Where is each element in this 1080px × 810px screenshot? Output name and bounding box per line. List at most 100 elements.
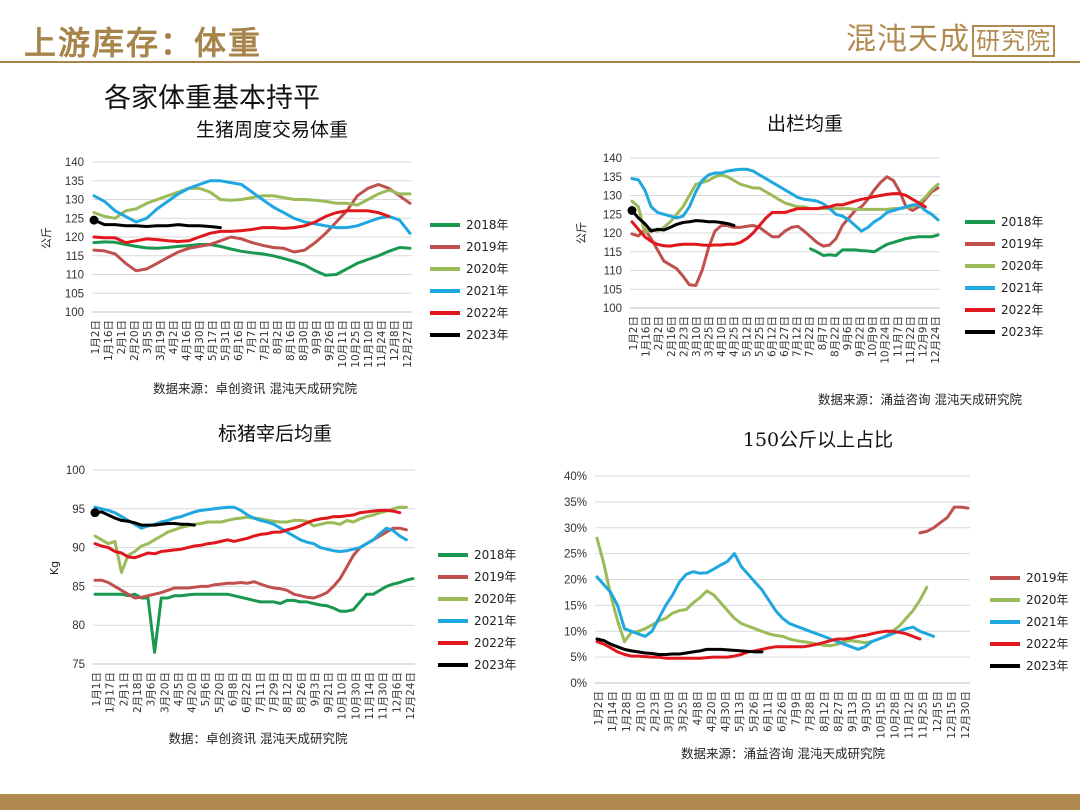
series-start-marker xyxy=(627,206,637,215)
y-tick-label: 100 xyxy=(66,465,85,477)
legend-label: 2020年 xyxy=(1001,259,1044,273)
slide-subtitle: 各家体重基本持平 xyxy=(104,83,320,114)
x-tick-label: 3月19日 xyxy=(155,320,167,361)
legend-label: 2019年 xyxy=(474,570,517,584)
y-tick-label: 75 xyxy=(72,659,85,671)
y-axis-title: 公斤 xyxy=(575,222,588,244)
series-line xyxy=(92,209,391,245)
series-line xyxy=(630,209,736,233)
x-tick-label: 8月27日 xyxy=(833,691,845,732)
series-line xyxy=(918,505,970,535)
y-tick-label: 40% xyxy=(564,471,587,483)
legend-label: 2018年 xyxy=(474,548,517,562)
series-line xyxy=(630,167,940,233)
legend-label: 2021年 xyxy=(474,614,517,628)
legend-label: 2021年 xyxy=(466,284,509,298)
header-divider xyxy=(0,61,1080,63)
series-line xyxy=(630,175,940,287)
x-tick-label: 5月6日 xyxy=(200,672,212,706)
x-tick-label: 3月5日 xyxy=(142,320,154,354)
x-tick-label: 1月16日 xyxy=(641,316,653,357)
legend-label: 2023年 xyxy=(466,328,509,342)
logo-boxed-text: 研究院 xyxy=(972,25,1055,57)
legend-label: 2023年 xyxy=(474,658,517,672)
x-tick-label: 2月23日 xyxy=(678,316,690,357)
legend-label: 2021年 xyxy=(1001,281,1044,295)
brand-logo: 混沌天成 研究院 xyxy=(846,14,1055,58)
series-line xyxy=(93,577,415,654)
y-tick-label: 110 xyxy=(604,266,622,278)
x-tick-label: 12月6日 xyxy=(391,672,403,713)
x-tick-label: 2月23日 xyxy=(649,691,661,732)
x-tick-label: 12月24日 xyxy=(930,316,942,364)
x-tick-label: 11月14日 xyxy=(364,672,376,720)
x-tick-label: 1月17日 xyxy=(105,672,117,713)
y-axis-title: 公斤 xyxy=(40,227,53,249)
x-tick-label: 1月28日 xyxy=(621,691,633,732)
x-tick-label: 10月15日 xyxy=(875,691,887,739)
y-tick-label: 25% xyxy=(564,549,587,561)
x-tick-label: 2月1日 xyxy=(118,672,130,706)
y-tick-label: 30% xyxy=(564,523,587,535)
y-tick-label: 95 xyxy=(72,504,85,516)
y-tick-label: 120 xyxy=(603,228,622,240)
legend-label: 2019年 xyxy=(466,240,509,254)
series-line xyxy=(630,192,927,248)
data-source: 数据：卓创资讯 混沌天成研究院 xyxy=(169,731,348,746)
x-tick-label: 11月25日 xyxy=(918,691,930,739)
x-tick-label: 1月2日 xyxy=(90,320,102,354)
y-tick-label: 140 xyxy=(65,157,84,169)
data-source: 数据来源：涌益咨询 混沌天成研究院 xyxy=(681,746,885,761)
x-tick-label: 9月13日 xyxy=(847,691,859,732)
y-tick-label: 10% xyxy=(564,626,587,638)
x-tick-label: 2月18日 xyxy=(132,672,144,713)
x-tick-label: 6月22日 xyxy=(241,672,253,713)
series-line xyxy=(630,173,940,235)
x-tick-label: 5月31日 xyxy=(220,320,232,361)
x-tick-label: 4月30日 xyxy=(194,320,206,361)
x-tick-label: 5月12日 xyxy=(741,316,753,357)
series-line xyxy=(92,183,412,273)
y-tick-label: 15% xyxy=(564,600,587,612)
y-tick-label: 110 xyxy=(66,270,84,282)
x-tick-label: 9月21日 xyxy=(323,672,335,713)
y-tick-label: 115 xyxy=(66,251,84,263)
x-tick-label: 5月25日 xyxy=(754,316,766,357)
x-tick-label: 3月6日 xyxy=(146,672,158,706)
x-tick-label: 4月20日 xyxy=(187,672,199,713)
x-tick-label: 1月2日 xyxy=(628,316,640,350)
y-tick-label: 125 xyxy=(65,213,84,225)
x-tick-label: 3月10日 xyxy=(691,316,703,357)
legend-label: 2019年 xyxy=(1001,237,1044,251)
y-tick-label: 90 xyxy=(72,543,85,555)
x-tick-label: 8月12日 xyxy=(282,672,294,713)
x-tick-label: 10月24日 xyxy=(880,316,892,364)
x-tick-label: 2月2日 xyxy=(653,316,665,350)
x-tick-label: 4月25日 xyxy=(729,316,741,357)
x-tick-label: 10月10日 xyxy=(337,672,349,720)
x-tick-label: 11月22日 xyxy=(905,316,917,364)
x-tick-label: 10月9日 xyxy=(867,316,879,357)
x-tick-label: 12月27日 xyxy=(402,320,414,368)
legend-label: 2018年 xyxy=(466,218,509,232)
x-tick-label: 6月26日 xyxy=(777,691,789,732)
chart-title: 出栏均重 xyxy=(767,113,843,135)
x-tick-label: 11月30日 xyxy=(378,672,390,720)
x-tick-label: 8月12日 xyxy=(819,691,831,732)
x-tick-label: 9月26日 xyxy=(324,320,336,361)
series-line xyxy=(93,508,402,560)
x-tick-label: 6月8日 xyxy=(228,672,240,706)
series-start-marker xyxy=(89,215,99,225)
x-tick-label: 6月12日 xyxy=(766,316,778,357)
x-tick-label: 7月21日 xyxy=(259,320,271,361)
x-tick-label: 1月2日 xyxy=(593,691,605,725)
x-tick-label: 8月2日 xyxy=(272,320,284,354)
y-tick-label: 105 xyxy=(603,284,622,296)
x-tick-label: 1月16日 xyxy=(103,320,115,361)
x-tick-label: 10月25日 xyxy=(350,320,362,368)
x-tick-label: 7月7日 xyxy=(246,320,258,354)
x-tick-label: 3月20日 xyxy=(159,672,171,713)
chart-title: 生猪周度交易体重 xyxy=(196,119,348,141)
x-tick-label: 3月10日 xyxy=(664,691,676,732)
